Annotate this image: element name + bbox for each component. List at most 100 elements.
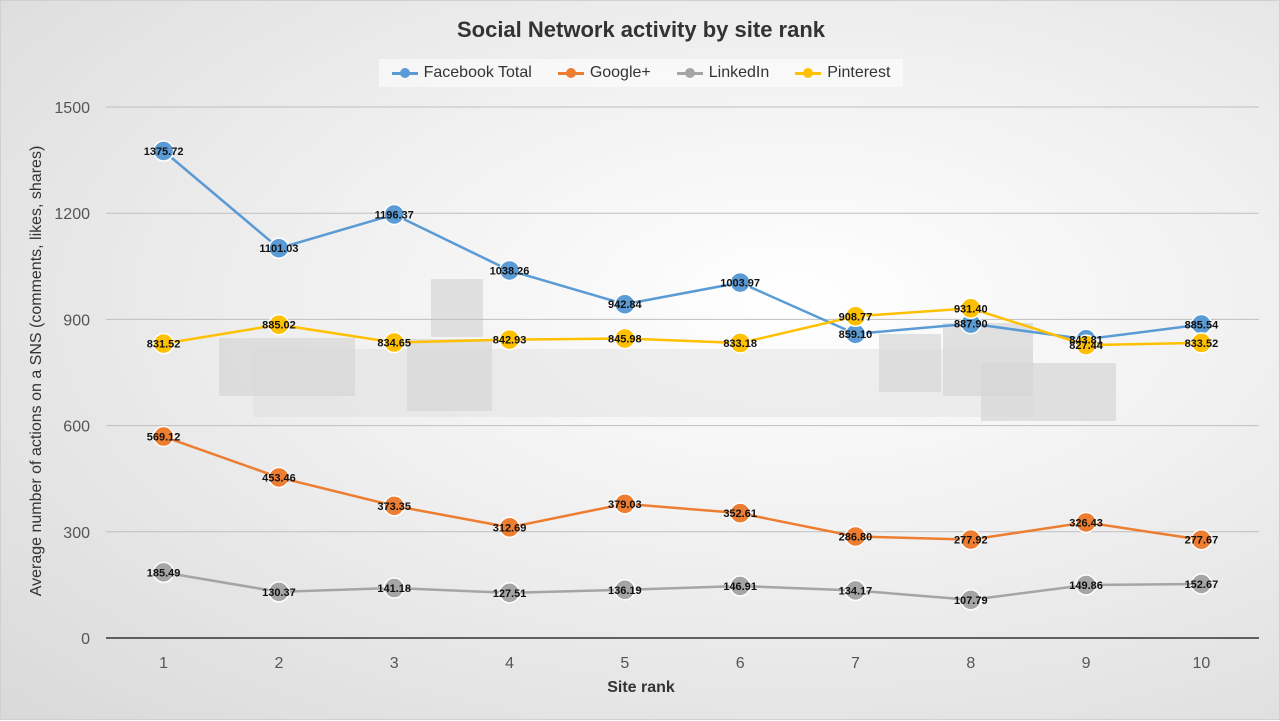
- series-line: [162, 150, 1202, 341]
- data-point: [152, 425, 175, 448]
- data-label: 885.02: [262, 320, 296, 332]
- x-tick-label: 5: [620, 655, 629, 672]
- series-line: [163, 307, 1202, 347]
- watermark-block: [981, 363, 1116, 421]
- data-label: 1375.72: [144, 146, 184, 158]
- data-point: [1190, 573, 1213, 595]
- data-label: 134.17: [839, 586, 873, 598]
- data-point: [729, 271, 751, 294]
- data-label: 136.19: [608, 585, 642, 597]
- data-label: 326.43: [1069, 517, 1103, 529]
- data-point: [498, 328, 521, 351]
- data-point: [960, 297, 982, 320]
- x-tick-label: 3: [390, 655, 399, 672]
- legend-swatch: [795, 67, 822, 79]
- data-point: [152, 140, 175, 162]
- data-point: [729, 575, 751, 597]
- data-point: [1075, 511, 1097, 534]
- data-point: [614, 579, 636, 601]
- x-tick-label: 7: [851, 655, 860, 672]
- data-label: 1196.37: [375, 209, 414, 221]
- data-label: 149.86: [1069, 580, 1103, 592]
- x-tick-label: 8: [966, 655, 975, 672]
- data-point: [844, 579, 867, 602]
- data-point: [383, 331, 405, 354]
- data-point: [383, 203, 405, 226]
- data-point: [614, 293, 636, 315]
- legend-label: Google+: [589, 64, 651, 81]
- data-label: 146.91: [723, 581, 757, 593]
- data-label: 312.69: [493, 522, 527, 534]
- data-label: 185.49: [147, 567, 181, 579]
- data-point: [152, 332, 175, 355]
- data-point: [614, 327, 636, 350]
- data-point: [960, 589, 982, 611]
- watermark-block: [407, 339, 492, 411]
- legend-entry: Pinterest: [795, 64, 890, 82]
- data-point: [1075, 334, 1097, 356]
- data-label: 931.40: [954, 303, 988, 315]
- data-label: 827.44: [1069, 340, 1104, 352]
- data-label: 843.81: [1069, 334, 1103, 346]
- data-label: 1038.26: [490, 265, 530, 277]
- data-label: 908.77: [839, 311, 873, 323]
- data-label: 1003.97: [720, 278, 760, 290]
- data-point: [383, 495, 405, 517]
- data-point: [268, 313, 290, 336]
- data-label: 842.93: [493, 335, 527, 347]
- legend-swatch: [557, 67, 584, 79]
- data-label: 107.79: [954, 595, 988, 607]
- legend-entry: LinkedIn: [676, 64, 770, 82]
- x-tick-label: 4: [505, 655, 514, 672]
- y-tick-label: 900: [63, 312, 90, 329]
- x-tick-label: 6: [736, 655, 745, 672]
- data-label: 141.18: [377, 583, 411, 595]
- data-label: 277.67: [1185, 535, 1219, 547]
- x-axis-title: Site rank: [607, 679, 675, 696]
- data-label: 127.51: [493, 588, 527, 600]
- data-label: 834.65: [377, 338, 411, 350]
- data-point: [729, 502, 751, 524]
- data-label: 833.52: [1185, 338, 1219, 350]
- data-point: [498, 582, 521, 604]
- watermark-blocks: [219, 279, 1116, 421]
- legend: Facebook Total Google+ LinkedIn Pinterest: [379, 59, 903, 87]
- axes: 1 2 3 4 5 6 7 8 9 10: [106, 637, 1259, 672]
- legend-label: Pinterest: [827, 64, 891, 81]
- legend-swatch: [391, 67, 418, 79]
- data-label: 379.03: [608, 499, 642, 511]
- data-label: 286.80: [839, 531, 873, 543]
- x-tick-label: 2: [274, 655, 283, 672]
- watermark-block: [219, 338, 355, 396]
- data-point: [152, 561, 175, 584]
- watermark-block: [879, 334, 941, 392]
- y-tick-label: 1200: [54, 206, 90, 223]
- data-point: [1190, 332, 1213, 354]
- legend-swatch: [676, 67, 703, 79]
- data-label: 885.54: [1185, 320, 1220, 332]
- data-label: 569.12: [147, 432, 181, 444]
- data-label: 845.98: [608, 334, 642, 346]
- series-points: [152, 140, 1213, 611]
- data-point: [498, 516, 521, 539]
- data-label: 453.46: [262, 472, 296, 484]
- data-label: 130.37: [262, 587, 296, 599]
- data-label: 859.10: [839, 329, 873, 341]
- data-label: 152.67: [1185, 579, 1219, 591]
- x-tick-label: 10: [1193, 655, 1211, 672]
- legend-label: LinkedIn: [708, 64, 770, 81]
- data-point: [498, 259, 521, 282]
- data-label: 942.84: [608, 299, 643, 311]
- data-label: 833.18: [723, 338, 757, 350]
- data-point: [614, 493, 636, 515]
- series-line: [163, 571, 1202, 602]
- data-point: [268, 581, 290, 603]
- data-point: [383, 577, 405, 599]
- data-label: 1101.03: [259, 243, 298, 255]
- y-tick-label: 0: [81, 631, 90, 648]
- legend-label: Facebook Total: [423, 64, 532, 81]
- gridlines: 0 300 600 900 1200 1500: [54, 100, 1259, 648]
- data-label: 887.90: [954, 319, 988, 331]
- watermark-block: [431, 279, 483, 337]
